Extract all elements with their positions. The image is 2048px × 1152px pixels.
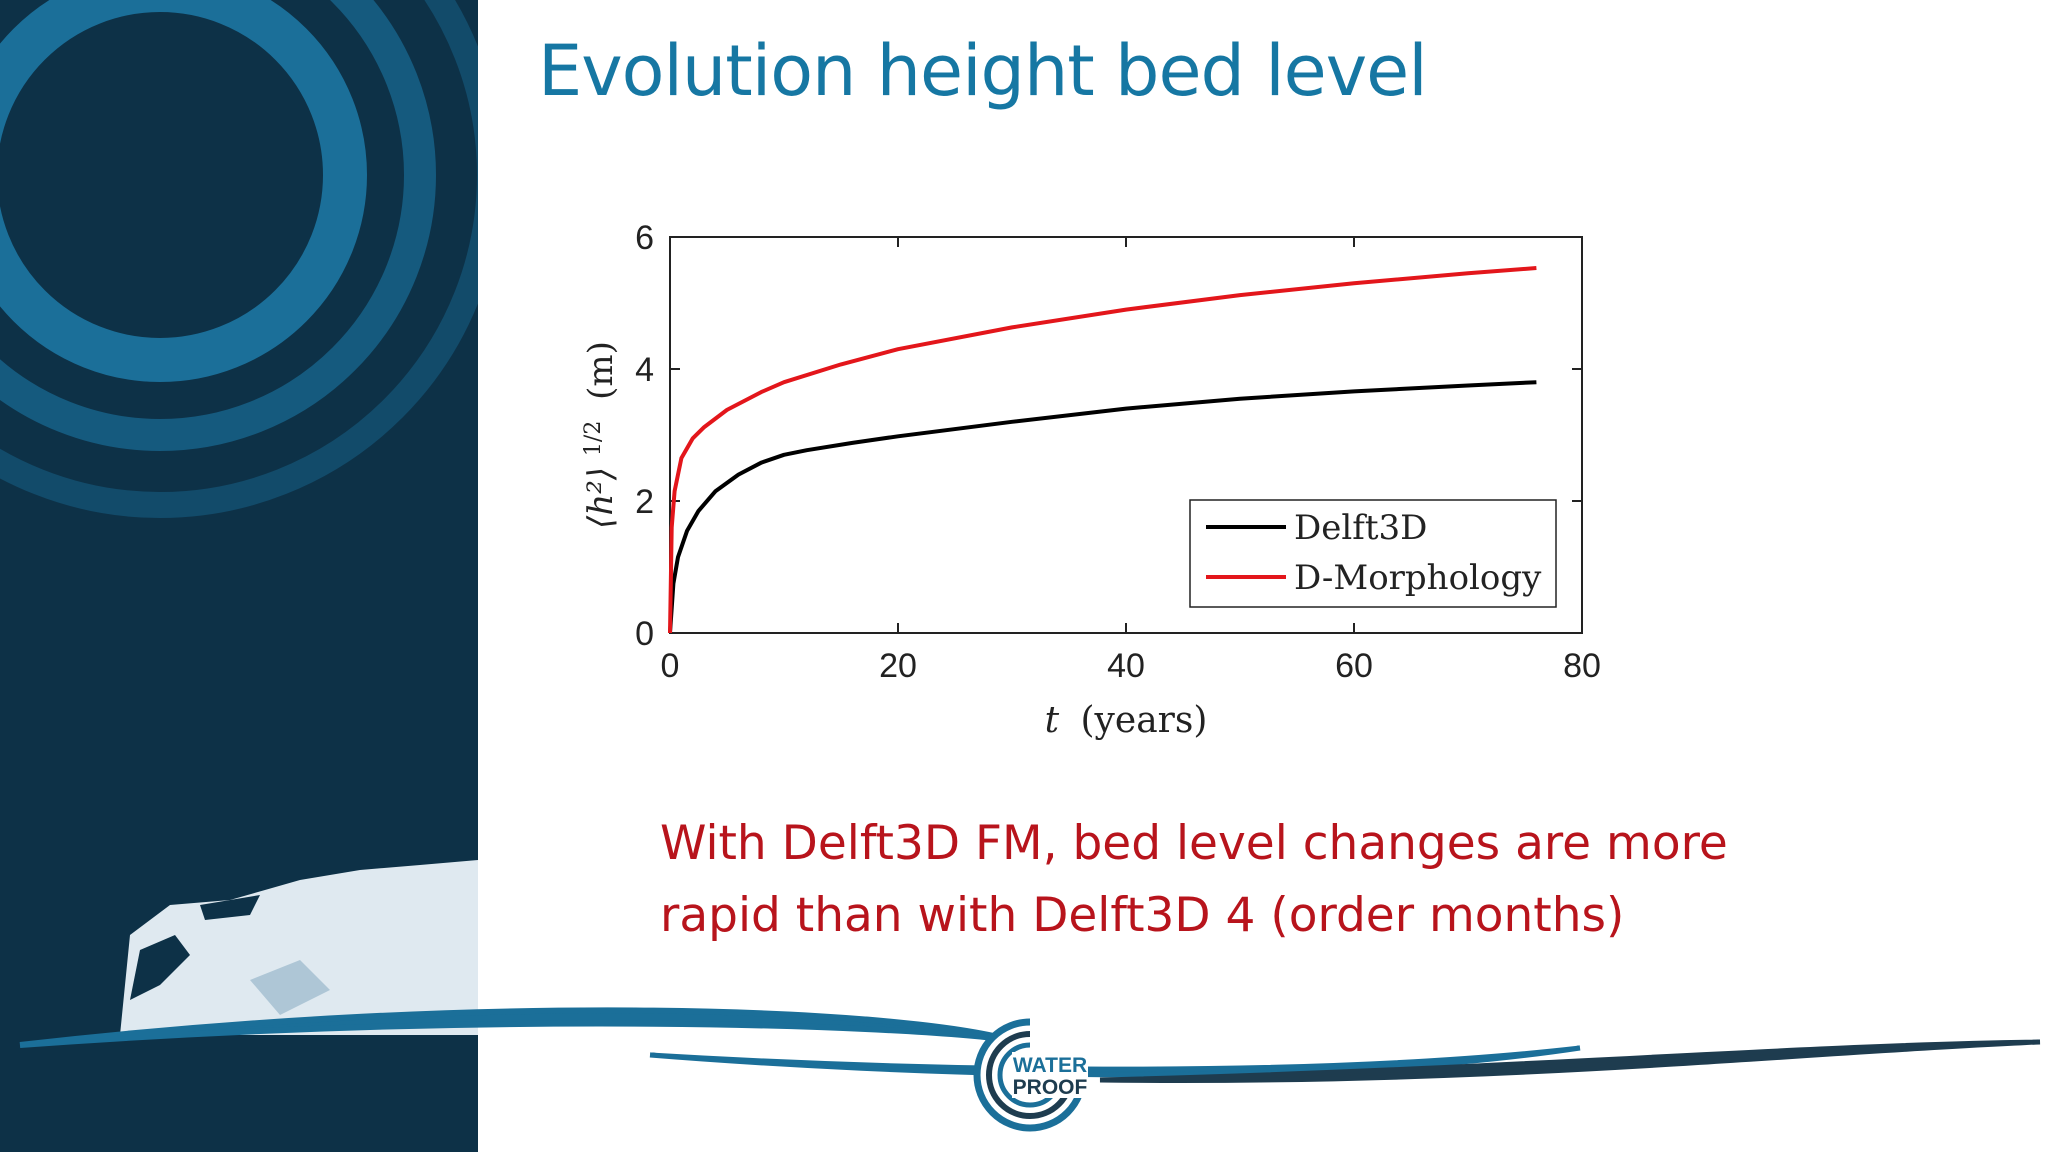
sidebar-graphic [0,0,478,1035]
series-line-d-morphology [668,266,1537,634]
logo-text-backdrop [1012,1052,1088,1098]
x-axis-label: t (years) [1045,700,1208,741]
legend-label-delft3d: Delft3D [1294,508,1427,548]
sidebar-decoration [0,0,478,1152]
concentric-ring-inner [0,0,367,382]
legend-box [1189,499,1557,608]
caption-line-2: rapid than with Delft3D 4 (order months) [660,888,1625,943]
concentric-ring-middle [0,0,436,451]
logo-ring-outer [973,1018,1087,1132]
wave-left [19,1007,1011,1048]
map-island [130,935,190,1000]
logo-ring-middle [986,1031,1074,1119]
legend-label-dmorphology: D-Morphology [1294,558,1542,598]
map-lake [250,960,330,1015]
x-tick-label: 80 [1563,647,1601,685]
map-island [200,895,260,920]
concentric-ring-outer [0,0,478,518]
x-tick-label: 0 [661,647,680,685]
y-axis-unit: (m) [581,341,621,400]
chart-legend: Delft3D D-Morphology [1189,499,1557,608]
x-axis-symbol: t [1045,700,1060,741]
logo-text-proof: PROOF [1013,1076,1088,1099]
waterproof-logo: WATER PROOF [973,1018,1088,1132]
wave-middle [649,1045,1581,1078]
footer-wave-decoration [19,1007,2041,1084]
series-line-delft3d [668,380,1537,634]
wave-right [1099,1039,2041,1084]
x-axis-unit: (years) [1081,700,1208,741]
y-axis-core: ⟨h²⟩ [581,467,621,529]
y-tick-label: 6 [635,219,654,257]
x-tick-label: 40 [1107,647,1145,685]
slide-caption: With Delft3D FM, bed level changes are m… [660,808,2000,952]
y-tick-label: 0 [635,615,654,653]
y-axis-label: ⟨h²⟩ 1/2 (m) [569,341,621,529]
slide-title: Evolution height bed level [538,30,1428,112]
logo-text-water: WATER [1013,1054,1087,1077]
y-tick-label: 2 [635,483,654,521]
bed-level-chart: 0 20 40 60 80 0 2 4 6 t (years) ⟨h²⟩ 1/2 (m) Del… [569,219,1601,741]
caption-line-1: With Delft3D FM, bed level changes are m… [660,816,1728,871]
y-tick-label: 4 [635,351,654,389]
x-tick-label: 20 [879,647,917,685]
y-axis-exponent: 1/2 [581,421,606,456]
x-tick-label: 60 [1335,647,1373,685]
